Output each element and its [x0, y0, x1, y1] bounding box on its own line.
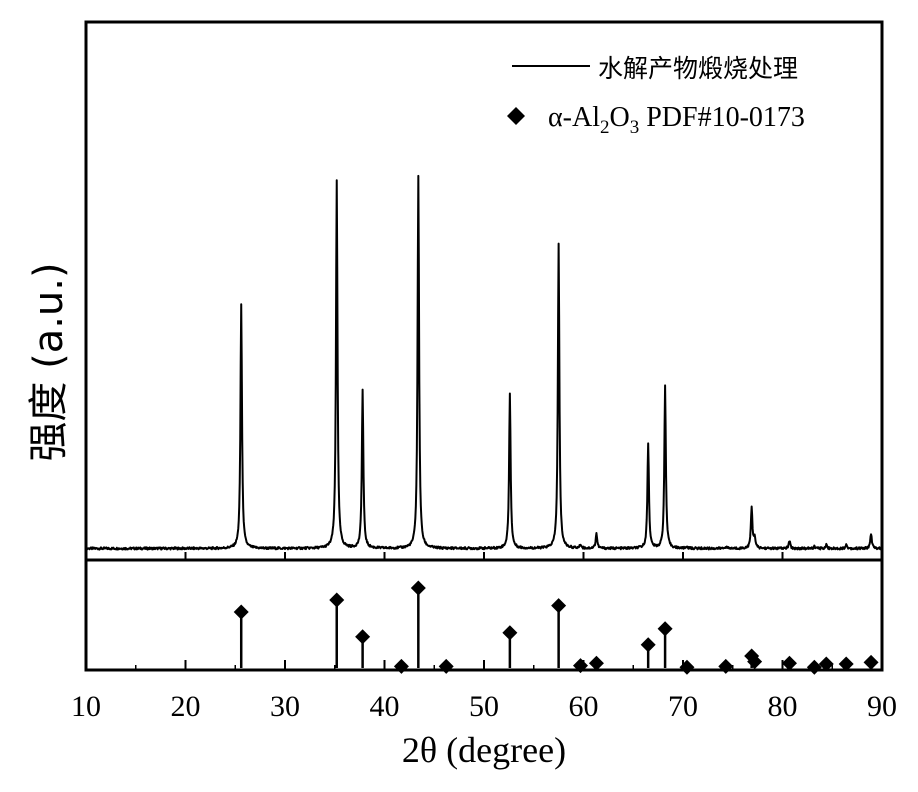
reference-diamond-marker: [806, 659, 822, 675]
x-tick-label: 20: [171, 690, 201, 723]
lower-plot-frame: [84, 558, 884, 672]
reference-diamond-marker: [818, 656, 834, 672]
reference-diamond-marker: [657, 621, 673, 637]
legend-label-reference: α-Al2O3 PDF#10-0173: [548, 102, 805, 138]
reference-diamond-marker: [679, 659, 695, 675]
reference-diamond-marker: [781, 655, 797, 671]
reference-diamond-marker: [747, 654, 763, 670]
reference-diamond-marker: [573, 658, 589, 674]
reference-diamond-marker: [410, 580, 426, 596]
reference-diamond-marker: [393, 658, 409, 674]
reference-diamond-marker: [838, 656, 854, 672]
reference-diamond-marker: [718, 658, 734, 674]
x-axis-tick-labels: 10 20 30 40 50 60 70 80 90: [71, 690, 897, 723]
x-tick-label: 50: [469, 690, 499, 723]
reference-diamond-marker: [863, 654, 879, 670]
x-tick-label: 30: [270, 690, 300, 723]
y-axis-title: 强度 (a.u.): [26, 262, 72, 461]
reference-diamond-marker: [438, 658, 454, 674]
reference-diamond-marker: [502, 625, 518, 641]
xrd-pattern-line: [85, 174, 883, 551]
legend-diamond-swatch: [507, 107, 525, 125]
reference-diamond-marker: [329, 592, 345, 608]
legend-label-pattern: 水解产物煅烧处理: [598, 54, 798, 83]
x-tick-label: 80: [768, 690, 798, 723]
reference-diamond-marker: [551, 598, 567, 614]
reference-diamond-marker: [640, 637, 656, 653]
x-tick-label: 10: [71, 690, 101, 723]
x-tick-label: 90: [867, 690, 897, 723]
reference-diamond-marker: [233, 604, 249, 620]
x-tick-label: 70: [668, 690, 698, 723]
x-tick-label: 40: [370, 690, 400, 723]
reference-pdf-series: [233, 580, 879, 675]
x-axis-ticks: [85, 552, 883, 670]
reference-diamond-marker: [355, 629, 371, 645]
x-tick-label: 60: [569, 690, 599, 723]
reference-diamond-marker: [588, 655, 604, 671]
legend: 水解产物煅烧处理 α-Al2O3 PDF#10-0173: [507, 54, 805, 138]
x-axis-title: 2θ (degree): [402, 730, 566, 770]
xrd-pattern-series: [85, 174, 883, 551]
